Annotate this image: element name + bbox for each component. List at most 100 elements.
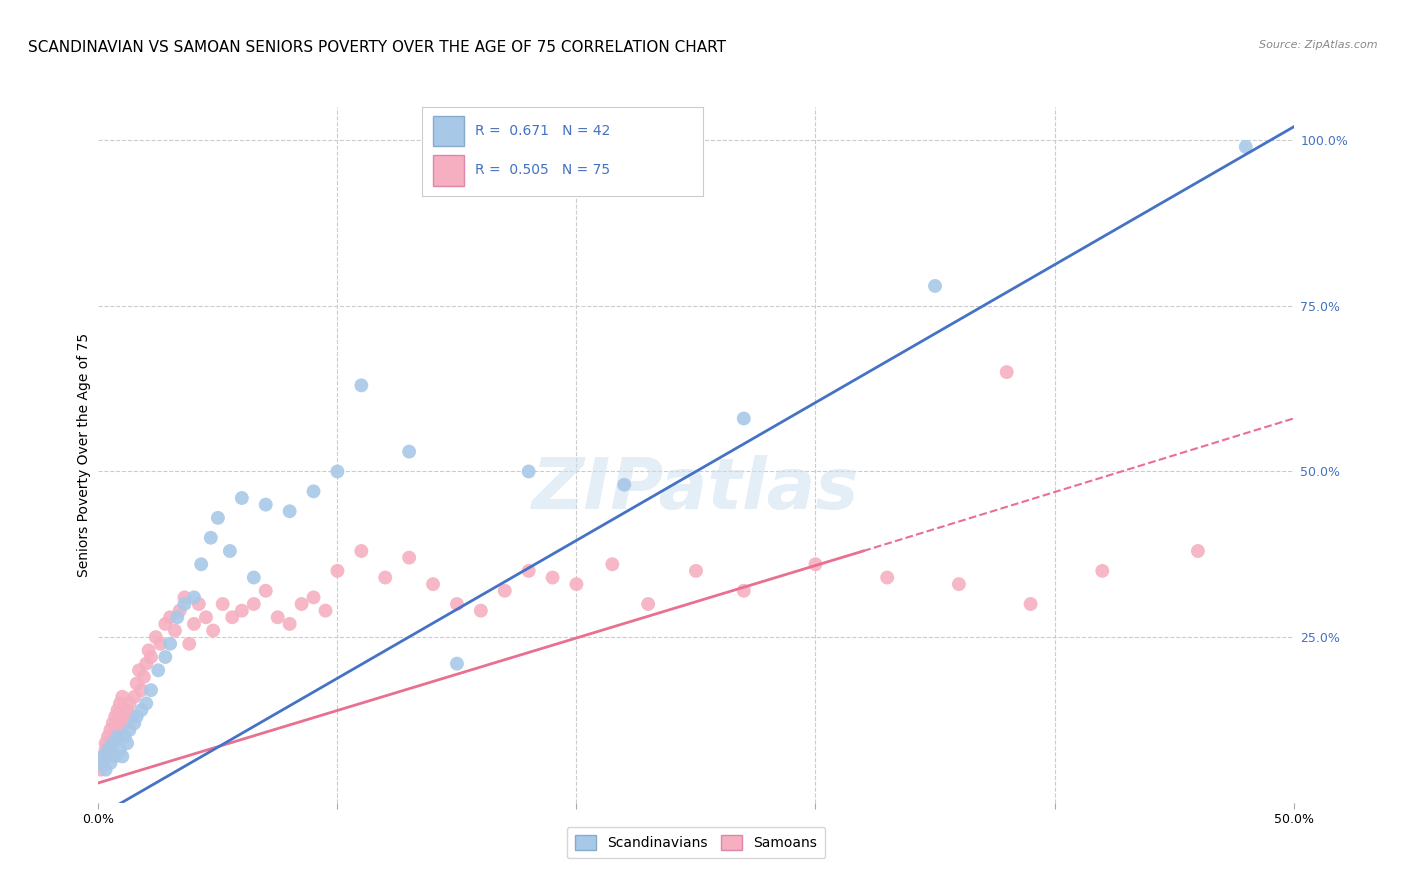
Point	[94, 736, 117, 750]
Point	[211, 597, 233, 611]
Point	[90, 763, 112, 777]
Point	[517, 564, 540, 578]
Point	[169, 604, 191, 618]
Point	[1019, 597, 1042, 611]
Point	[231, 604, 253, 618]
Point	[118, 723, 141, 737]
Point	[115, 736, 138, 750]
Point	[948, 577, 970, 591]
Point	[446, 657, 468, 671]
Point	[104, 730, 127, 744]
FancyBboxPatch shape	[433, 116, 464, 146]
Point	[876, 570, 898, 584]
Point	[121, 709, 143, 723]
Point	[91, 756, 114, 770]
Point	[159, 610, 181, 624]
Point	[183, 616, 205, 631]
Point	[138, 643, 160, 657]
Point	[101, 736, 124, 750]
Point	[685, 564, 707, 578]
Point	[446, 597, 468, 611]
Point	[155, 650, 177, 665]
Point	[115, 703, 138, 717]
Point	[139, 650, 162, 665]
Point	[315, 604, 337, 618]
Point	[613, 477, 636, 491]
Point	[221, 610, 243, 624]
Point	[190, 558, 212, 572]
Point	[111, 690, 134, 704]
Point	[90, 756, 112, 770]
Point	[124, 690, 146, 704]
Point	[1234, 140, 1257, 154]
Text: R =  0.505   N = 75: R = 0.505 N = 75	[475, 163, 610, 178]
Point	[128, 663, 150, 677]
Point	[302, 484, 325, 499]
Point	[602, 558, 624, 572]
Point	[637, 597, 659, 611]
Point	[179, 637, 201, 651]
Point	[200, 531, 222, 545]
Point	[302, 591, 325, 605]
Text: R =  0.671   N = 42: R = 0.671 N = 42	[475, 124, 610, 138]
Point	[195, 610, 218, 624]
Point	[804, 558, 827, 572]
Point	[98, 723, 122, 737]
Point	[132, 670, 155, 684]
Point	[995, 365, 1018, 379]
Point	[350, 378, 373, 392]
Point	[183, 591, 205, 605]
Point	[125, 709, 148, 723]
Point	[107, 723, 129, 737]
Point	[202, 624, 225, 638]
Point	[422, 577, 444, 591]
Point	[565, 577, 588, 591]
Point	[155, 616, 177, 631]
Point	[374, 570, 396, 584]
Point	[326, 465, 349, 479]
Point	[98, 743, 122, 757]
Point	[148, 663, 170, 677]
Point	[494, 583, 516, 598]
Point	[97, 730, 120, 744]
Point	[517, 465, 540, 479]
Point	[107, 730, 129, 744]
Point	[541, 570, 564, 584]
Point	[91, 749, 114, 764]
Point	[163, 624, 186, 638]
Point	[219, 544, 242, 558]
Point	[924, 279, 946, 293]
Point	[149, 637, 172, 651]
Point	[98, 756, 122, 770]
Point	[108, 697, 131, 711]
Point	[166, 610, 188, 624]
Point	[94, 763, 117, 777]
Point	[101, 716, 124, 731]
Point	[159, 637, 181, 651]
Point	[108, 743, 131, 757]
Point	[254, 498, 277, 512]
Text: Source: ZipAtlas.com: Source: ZipAtlas.com	[1260, 40, 1378, 50]
Point	[101, 736, 124, 750]
Point	[398, 550, 420, 565]
Point	[104, 709, 127, 723]
Point	[145, 630, 167, 644]
Point	[91, 749, 114, 764]
Point	[350, 544, 373, 558]
Legend: Scandinavians, Samoans: Scandinavians, Samoans	[567, 827, 825, 858]
Point	[231, 491, 253, 505]
Point	[107, 703, 129, 717]
Point	[243, 570, 266, 584]
Point	[398, 444, 420, 458]
Point	[173, 591, 195, 605]
Point	[139, 683, 162, 698]
Point	[187, 597, 209, 611]
Point	[326, 564, 349, 578]
Point	[114, 716, 136, 731]
Point	[125, 676, 148, 690]
Point	[733, 411, 755, 425]
Point	[97, 749, 120, 764]
Point	[135, 697, 157, 711]
Y-axis label: Seniors Poverty Over the Age of 75: Seniors Poverty Over the Age of 75	[77, 333, 91, 577]
Point	[470, 604, 492, 618]
